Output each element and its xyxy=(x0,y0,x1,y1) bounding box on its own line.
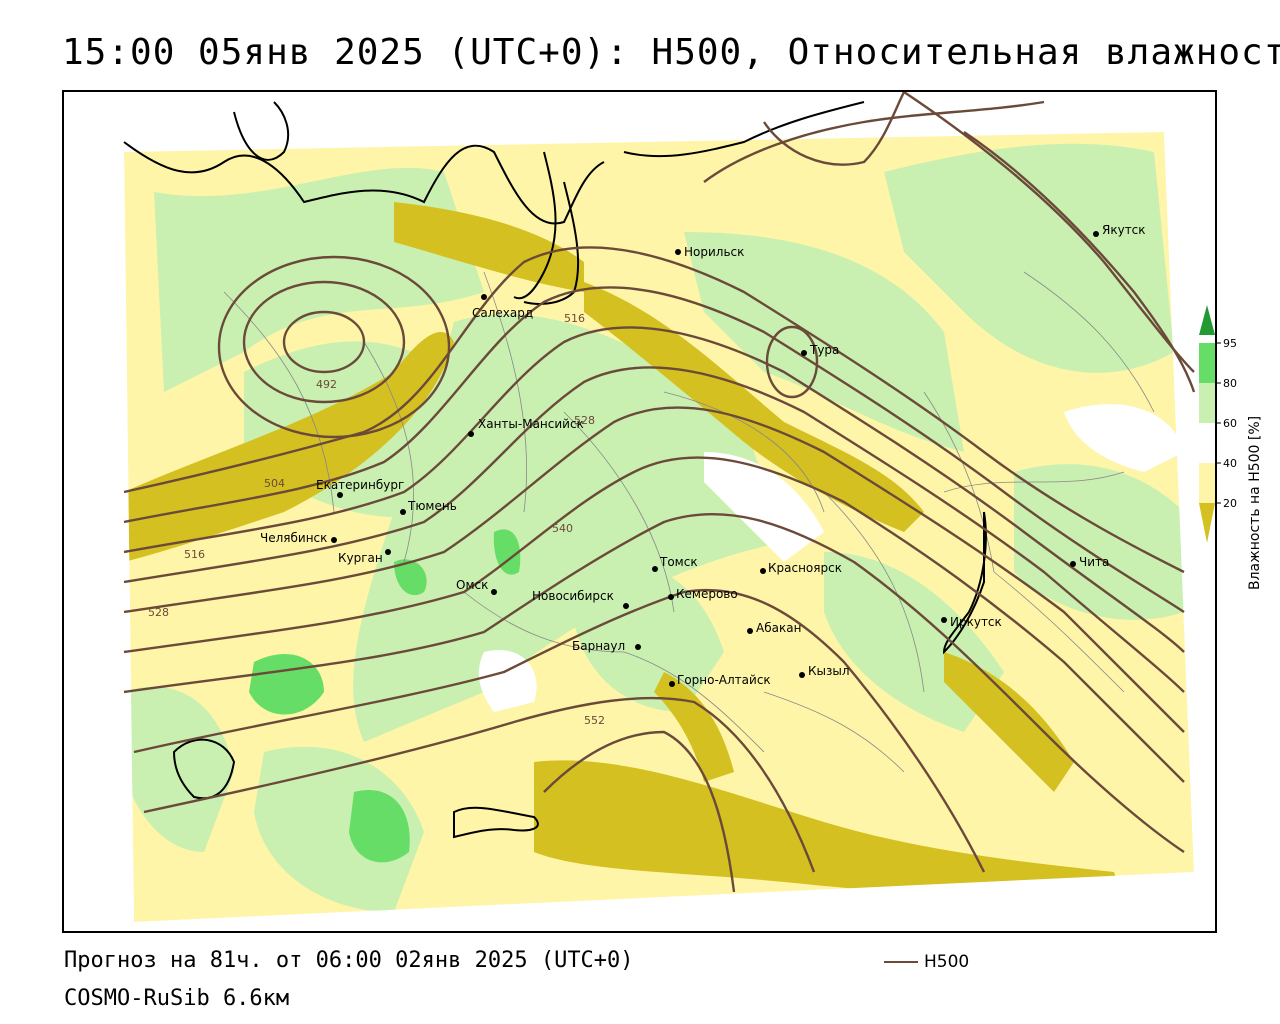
colorbar-tick-95: 95 xyxy=(1223,337,1237,350)
city-ekb: Екатеринбург xyxy=(316,478,404,498)
svg-text:Чита: Чита xyxy=(1079,555,1109,569)
h500-contour-6 xyxy=(123,456,1185,783)
colorbar-gt95 xyxy=(1199,305,1215,335)
h500-legend-label: H500 xyxy=(924,952,970,972)
svg-text:Барнаул: Барнаул xyxy=(572,639,625,653)
contour-label-552: 552 xyxy=(584,714,605,727)
h500-contour-12 xyxy=(763,92,906,166)
colorbar-80-95 xyxy=(1199,343,1215,383)
city-krasnoyarsk: Красноярск xyxy=(760,561,842,575)
city-barnaul: Барнаул xyxy=(572,639,641,653)
svg-text:Салехард: Салехард xyxy=(472,306,533,320)
city-chelyabinsk: Челябинск xyxy=(260,531,337,545)
h500-contour-low-inner xyxy=(282,310,366,374)
colorbar-tick-20: 20 xyxy=(1223,497,1237,510)
city-tura: Тура xyxy=(801,343,839,357)
svg-text:Кызыл: Кызыл xyxy=(808,664,850,678)
city-kemerovo: Кемерово xyxy=(668,587,738,601)
h500-contour-tura xyxy=(765,325,819,399)
svg-text:Новосибирск: Новосибирск xyxy=(532,589,614,603)
contour-label-492: 492 xyxy=(316,378,337,391)
h500-contours xyxy=(123,92,1196,893)
city-kurgan: Курган xyxy=(338,549,391,565)
svg-text:Томск: Томск xyxy=(659,555,698,569)
h500-contour-4 xyxy=(123,366,1185,693)
colorbar-20-40 xyxy=(1199,463,1215,503)
contour-labels: 492 504 516 516 528 528 540 552 xyxy=(148,312,605,727)
city-norilsk: Норильск xyxy=(675,245,744,259)
svg-text:Горно-Алтайск: Горно-Алтайск xyxy=(677,673,771,687)
humidity-field xyxy=(64,92,1215,931)
city-tomsk: Томск xyxy=(652,555,698,572)
city-salekhard: Салехард xyxy=(472,294,533,320)
svg-text:Курган: Курган xyxy=(338,551,383,565)
svg-text:Ханты-Мансийск: Ханты-Мансийск xyxy=(478,417,584,431)
map-canvas: 492 504 516 516 528 528 540 552 Норильск… xyxy=(64,92,1215,931)
model-name: COSMO-RuSib 6.6км xyxy=(64,986,290,1011)
contour-label-504: 504 xyxy=(264,477,285,490)
city-yakutsk: Якутск xyxy=(1093,223,1146,237)
h500-contour-5 xyxy=(123,406,1185,733)
h500-contour-low-mid xyxy=(242,280,406,404)
svg-text:Омск: Омск xyxy=(456,578,488,592)
colorbar-40-60 xyxy=(1199,423,1215,463)
cities: Норильск Якутск Салехард Тура Ханты-Манс… xyxy=(260,223,1146,687)
h500-contour-8 xyxy=(133,588,986,873)
city-tyumen: Тюмень xyxy=(400,499,457,515)
contour-label-528-b: 528 xyxy=(148,606,169,619)
colorbar-title: Влажность на H500 [%] xyxy=(1247,415,1263,590)
h500-contour-low-outer xyxy=(217,255,451,439)
svg-text:Кемерово: Кемерово xyxy=(676,587,738,601)
contour-label-528-a: 528 xyxy=(574,414,595,427)
map-title: 15:00 05янв 2025 (UTC+0): H500, Относите… xyxy=(62,32,1280,73)
forecast-info: Прогноз на 81ч. от 06:00 02янв 2025 (UTC… xyxy=(64,948,634,973)
city-abakan: Абакан xyxy=(747,621,801,635)
svg-text:Екатеринбург: Екатеринбург xyxy=(316,478,404,492)
svg-text:Тюмень: Тюмень xyxy=(407,499,457,513)
admin-boundaries xyxy=(223,271,1155,773)
svg-text:Красноярск: Красноярск xyxy=(768,561,842,575)
map-area[interactable]: 492 504 516 516 528 528 540 552 Норильск… xyxy=(62,90,1217,933)
colorbar-lt20 xyxy=(1199,503,1215,543)
h500-contour-7 xyxy=(123,512,1185,853)
colorbar-tick-40: 40 xyxy=(1223,457,1237,470)
city-novosibirsk: Новосибирск xyxy=(532,589,629,609)
colorbar-60-80 xyxy=(1199,383,1215,423)
h500-contour-2 xyxy=(123,286,1185,613)
svg-text:Тура: Тура xyxy=(809,343,839,357)
h500-contour-1 xyxy=(123,246,1185,574)
city-khanty: Ханты-Мансийск xyxy=(468,417,584,437)
h500-contour-14 xyxy=(903,92,1195,373)
h500-contour-11 xyxy=(703,100,1045,183)
contour-label-516-a: 516 xyxy=(564,312,585,325)
city-gorno: Горно-Алтайск xyxy=(669,673,771,687)
city-chita: Чита xyxy=(1070,555,1109,569)
svg-text:Абакан: Абакан xyxy=(756,621,801,635)
contour-label-540: 540 xyxy=(552,522,573,535)
city-omsk: Омск xyxy=(456,578,497,595)
humidity-colorbar: 95 80 60 40 20 xyxy=(1199,305,1237,543)
h500-contour-9 xyxy=(143,696,816,873)
h500-contour-3 xyxy=(123,326,1185,653)
colorbar-tick-80: 80 xyxy=(1223,377,1237,390)
svg-text:Якутск: Якутск xyxy=(1102,223,1146,237)
h500-contour-10 xyxy=(543,730,736,893)
contour-label-516-b: 516 xyxy=(184,548,205,561)
h500-contour-13 xyxy=(963,131,1196,393)
svg-text:Иркутск: Иркутск xyxy=(950,615,1002,629)
h500-legend: H500 xyxy=(884,952,969,972)
city-kyzyl: Кызыл xyxy=(799,664,850,678)
colorbar-tick-60: 60 xyxy=(1223,417,1237,430)
svg-text:Челябинск: Челябинск xyxy=(260,531,327,545)
svg-text:Норильск: Норильск xyxy=(684,245,744,259)
city-irkutsk: Иркутск xyxy=(941,615,1002,629)
h500-legend-line xyxy=(884,961,918,963)
coastlines xyxy=(123,101,987,839)
